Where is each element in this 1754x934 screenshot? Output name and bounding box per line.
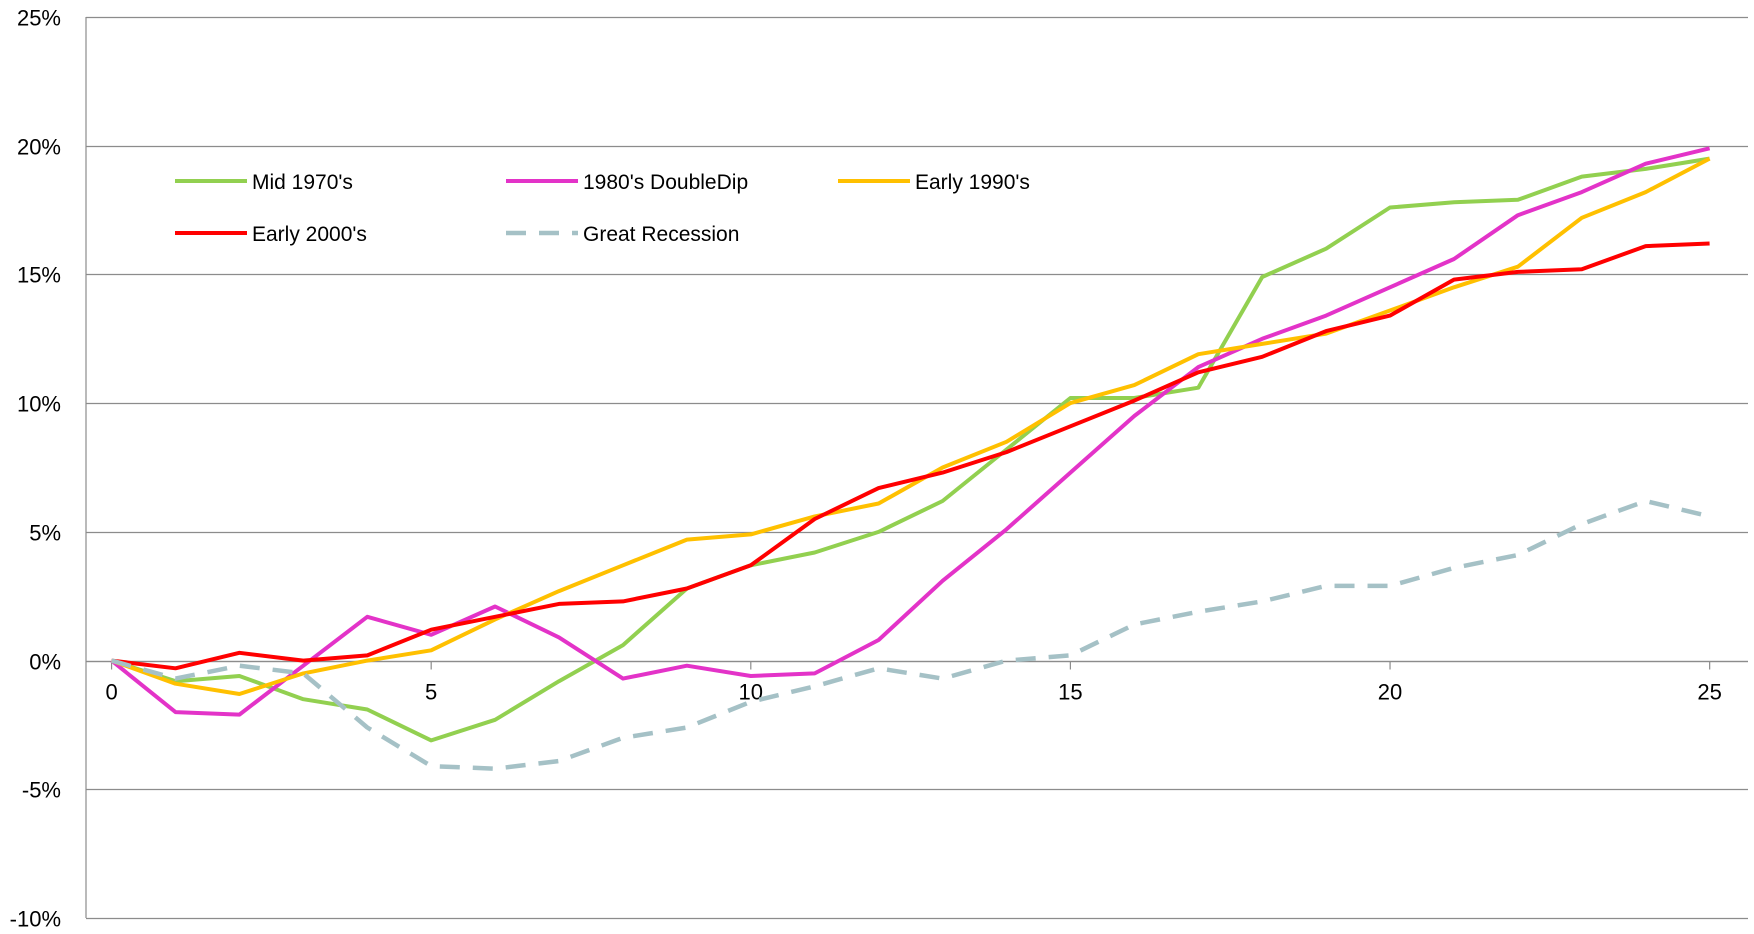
y-tick-label: 20%	[17, 135, 61, 160]
x-tick-label: 10	[739, 680, 763, 705]
legend-item: Great Recession	[506, 223, 739, 246]
x-tick-label: 5	[425, 680, 437, 705]
y-tick-label: 10%	[17, 392, 61, 417]
series-line-2	[110, 156, 1711, 696]
axes: -10% -5% 0% 5% 10% 15% 20% 25% 0 5 10 15 20 25	[10, 6, 1748, 932]
gridlines	[86, 16, 1748, 920]
legend-label: 1980's DoubleDip	[583, 171, 748, 194]
legend-item: Early 2000's	[175, 223, 367, 246]
x-tick-label: 15	[1058, 680, 1082, 705]
y-tick-label: -10%	[10, 907, 61, 930]
y-tick-label: -5%	[22, 778, 61, 803]
legend-label: Early 2000's	[252, 223, 367, 246]
series-line-1	[110, 146, 1711, 717]
legend-item: Mid 1970's	[175, 171, 353, 194]
series-line-0	[110, 156, 1710, 743]
legend-label: Mid 1970's	[252, 171, 353, 194]
legend-label: Early 1990's	[915, 171, 1030, 194]
x-tick-label: 20	[1378, 680, 1402, 705]
legend-item: Early 1990's	[838, 171, 1030, 194]
series-line-4	[110, 498, 1711, 771]
y-tick-label: 5%	[29, 521, 61, 546]
y-tick-label: 25%	[17, 6, 61, 31]
series-lines	[110, 146, 1711, 771]
legend-label: Great Recession	[583, 223, 739, 246]
x-tick-label: 0	[105, 680, 117, 705]
y-tick-label: 15%	[17, 263, 61, 288]
legend-item: 1980's DoubleDip	[506, 171, 748, 194]
y-tick-label: 0%	[29, 650, 61, 675]
x-tick-label: 25	[1697, 680, 1721, 705]
legend: Mid 1970's 1980's DoubleDip Early 1990's Ea…	[175, 171, 1030, 246]
series-line-3	[111, 241, 1710, 671]
